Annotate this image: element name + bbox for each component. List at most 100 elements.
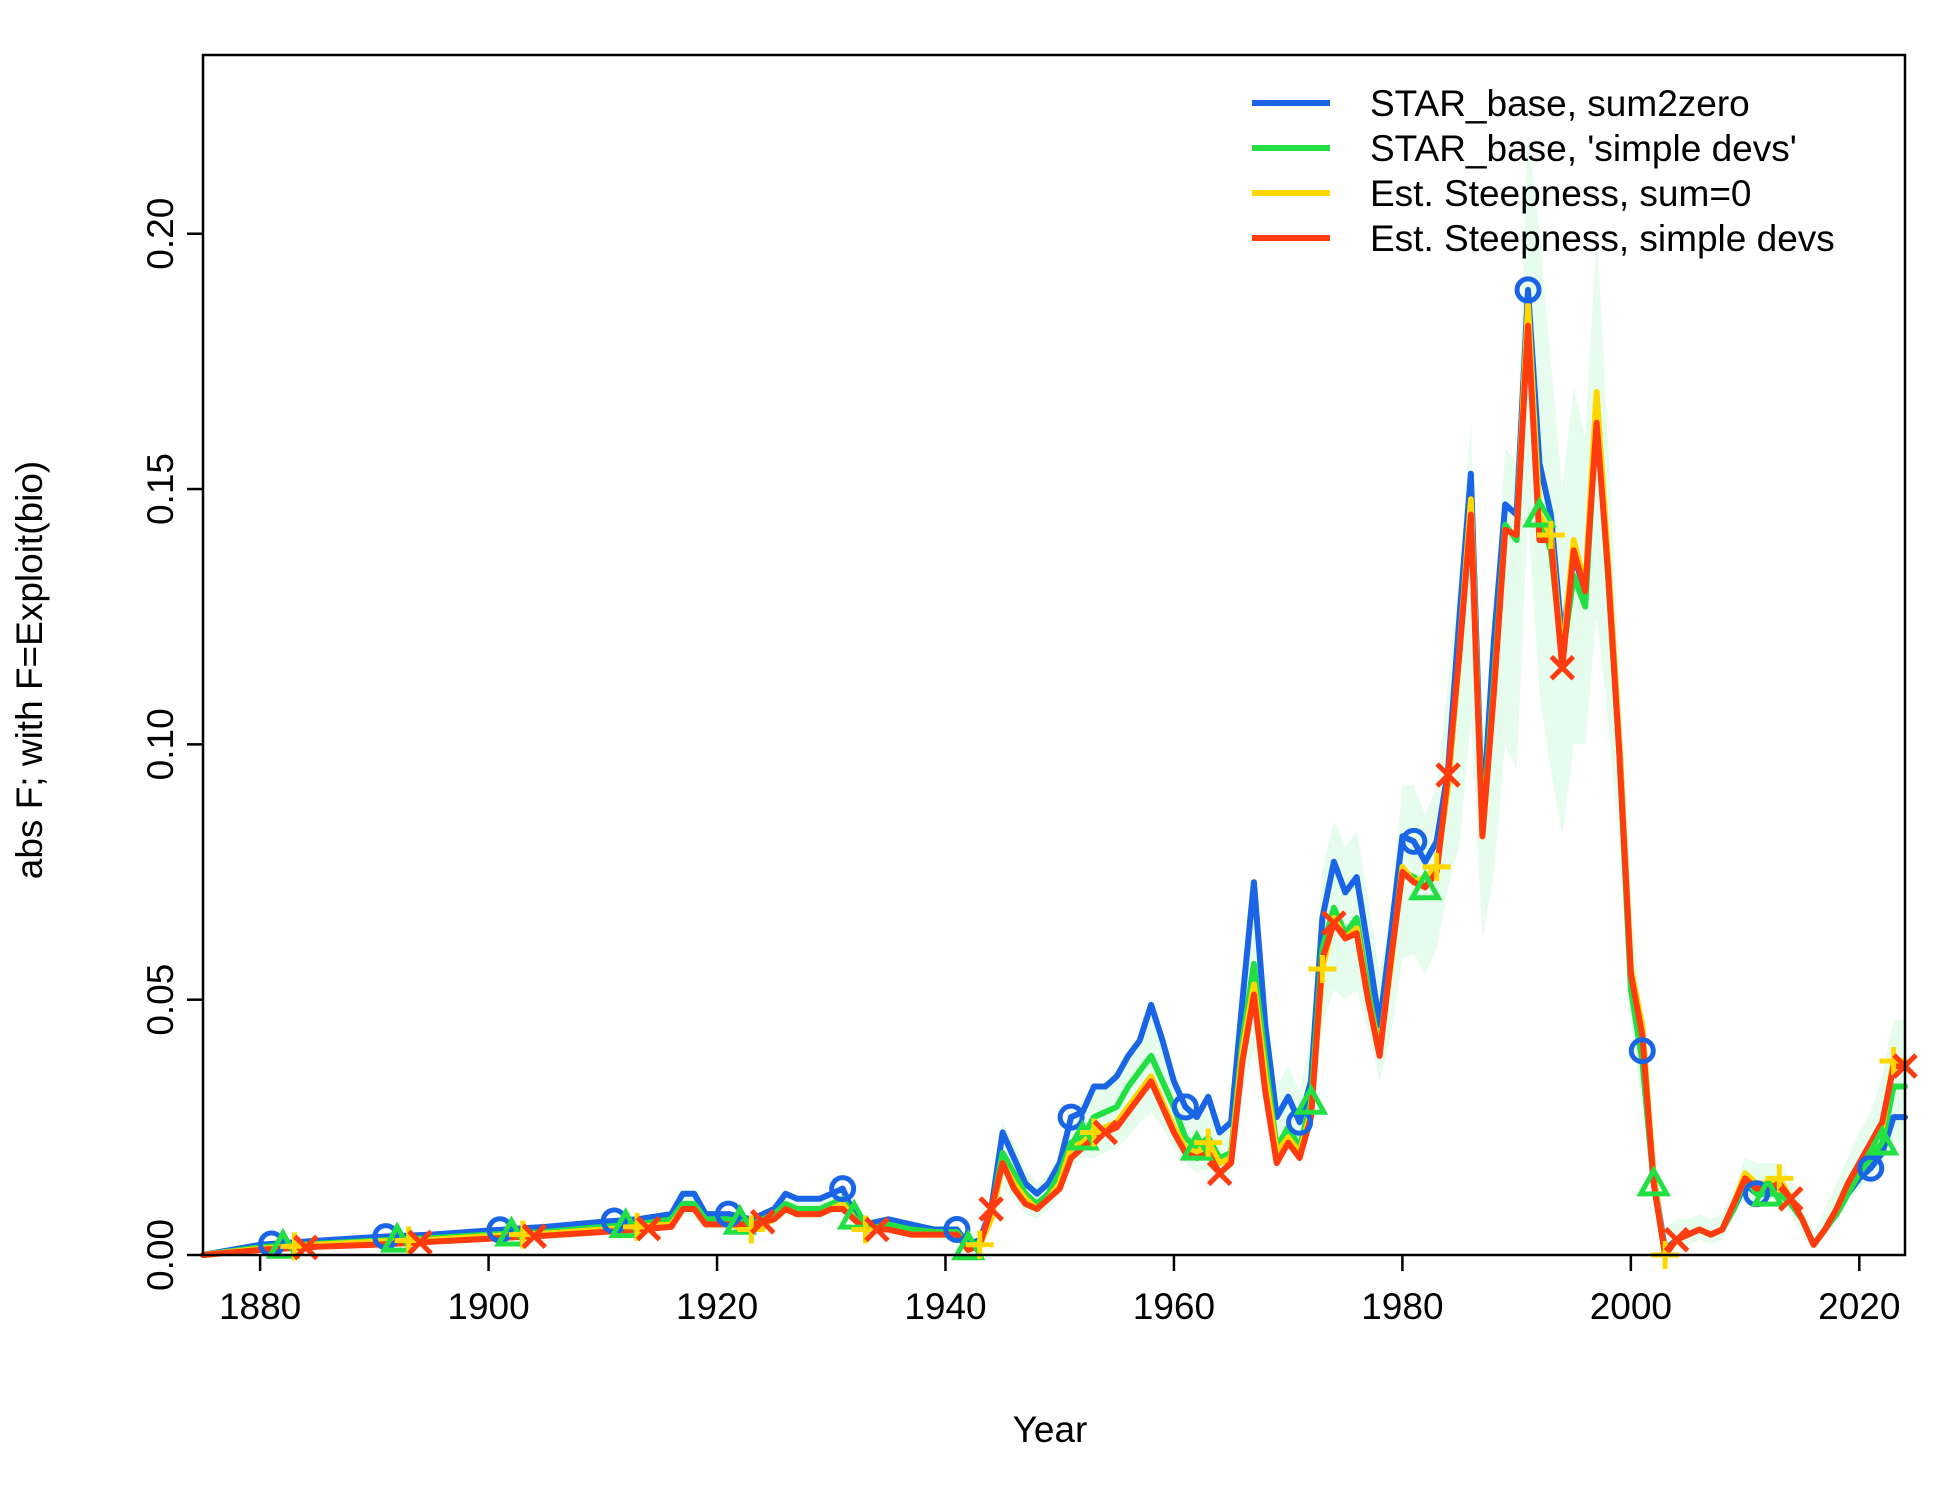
marker-cross [978, 1196, 1004, 1222]
series-3-point [1536, 521, 1565, 549]
marker-cross [1549, 654, 1576, 681]
marker-cross [1206, 1160, 1233, 1187]
x-tick-label: 2000 [1590, 1286, 1672, 1327]
series-4-point [1092, 1119, 1119, 1146]
y-tick-label: 0.00 [140, 1219, 181, 1291]
marker-circle [1057, 1103, 1085, 1131]
series-4-point [1206, 1160, 1233, 1187]
series-1-point [1514, 276, 1542, 304]
legend-label-1: STAR_base, sum2zero [1370, 83, 1750, 124]
marker-circle [1628, 1037, 1656, 1065]
marker-circle [1514, 276, 1542, 304]
marker-plus [1194, 1128, 1223, 1157]
marker-cross [407, 1229, 433, 1256]
legend-label-4: Est. Steepness, simple devs [1370, 218, 1835, 259]
x-tick-label: 1880 [219, 1286, 301, 1327]
y-tick-label: 0.15 [140, 453, 181, 525]
marker-triangle [1407, 869, 1443, 901]
series-1-point [1057, 1103, 1085, 1131]
marker-cross [1092, 1119, 1119, 1146]
y-tick-label: 0.10 [140, 708, 181, 780]
marker-triangle [1636, 1165, 1671, 1197]
marker-cross [864, 1216, 890, 1243]
series-2-point [1522, 496, 1557, 528]
series-4-point [1663, 1226, 1690, 1253]
series-1-point [1400, 827, 1428, 855]
series-2-point [1864, 1124, 1900, 1156]
series-3-point [737, 1215, 766, 1244]
marker-plus [1765, 1164, 1794, 1193]
x-tick-label: 2020 [1818, 1286, 1900, 1327]
series-3-point [1765, 1164, 1794, 1193]
marker-cross [1663, 1226, 1690, 1253]
series-2-point [1636, 1165, 1671, 1197]
series-4-point [1549, 654, 1576, 681]
series-1-point [829, 1175, 857, 1203]
marker-plus [1308, 955, 1337, 984]
series-4-point [749, 1209, 776, 1235]
series-3-point [1194, 1128, 1223, 1157]
series-4-point [1321, 910, 1347, 936]
marker-triangle [722, 1203, 758, 1235]
x-tick-label: 1940 [904, 1286, 986, 1327]
x-axis-label: Year [1013, 1409, 1088, 1450]
series-3-point [1422, 852, 1451, 881]
marker-plus [737, 1215, 766, 1244]
series-4-point [407, 1229, 433, 1256]
x-tick-label: 1960 [1133, 1286, 1215, 1327]
x-tick-label: 1980 [1361, 1286, 1443, 1327]
plot-area [200, 131, 1918, 1269]
axes: 1880 1900 1920 1940 1960 1980 2000 2020 0.00 0.05… [140, 53, 1907, 1327]
uncertainty-band [203, 131, 1905, 1256]
marker-plus [1536, 521, 1565, 549]
series-4-point [1435, 762, 1461, 788]
marker-cross [1778, 1186, 1804, 1212]
marker-cross [521, 1223, 548, 1249]
series-2-point [608, 1207, 643, 1239]
marker-triangle [1065, 1119, 1100, 1151]
series-4-point [864, 1216, 890, 1243]
legend-label-3: Est. Steepness, sum=0 [1370, 173, 1752, 214]
series-2-point [1065, 1119, 1100, 1151]
marker-circle [829, 1175, 857, 1203]
marker-triangle [608, 1207, 643, 1239]
marker-triangle [1293, 1083, 1329, 1115]
series-1-point [1628, 1037, 1656, 1065]
y-axis-label: abs F; with F=Exploit(bio) [9, 461, 50, 879]
y-tick-label: 0.20 [140, 198, 181, 270]
marker-triangle [1522, 496, 1557, 528]
series-4-point [1778, 1186, 1804, 1212]
series-2-point [1750, 1175, 1786, 1207]
marker-triangle [1179, 1129, 1215, 1161]
series-4-point [635, 1215, 662, 1242]
legend-label-2: STAR_base, 'simple devs' [1370, 128, 1797, 169]
y-tick-label: 0.05 [140, 964, 181, 1036]
series-1-point [943, 1215, 971, 1243]
series-line-4 [200, 322, 1908, 1258]
marker-circle [1171, 1093, 1199, 1121]
x-tick-label: 1920 [676, 1286, 758, 1327]
series-2-point [1407, 869, 1443, 901]
marker-circle [1400, 827, 1428, 855]
marker-cross [635, 1215, 662, 1242]
plot-frame [201, 53, 1907, 1257]
marker-triangle [1750, 1175, 1786, 1207]
series-1-point [1171, 1093, 1199, 1121]
series-4-point [521, 1223, 548, 1249]
series-3-point [1308, 955, 1337, 984]
marker-cross [1435, 762, 1461, 788]
marker-circle [1857, 1154, 1885, 1182]
marker-triangle [1864, 1124, 1900, 1156]
series-1-point [1857, 1154, 1885, 1182]
x-tick-label: 1900 [447, 1286, 529, 1327]
marker-circle [943, 1215, 971, 1243]
marker-plus [1422, 852, 1451, 881]
marker-cross [1321, 910, 1347, 936]
series-2-point [1179, 1129, 1215, 1161]
series-2-point [1293, 1083, 1329, 1115]
marker-cross [749, 1209, 776, 1235]
series-2-point [722, 1203, 758, 1235]
series-4-point [978, 1196, 1004, 1222]
